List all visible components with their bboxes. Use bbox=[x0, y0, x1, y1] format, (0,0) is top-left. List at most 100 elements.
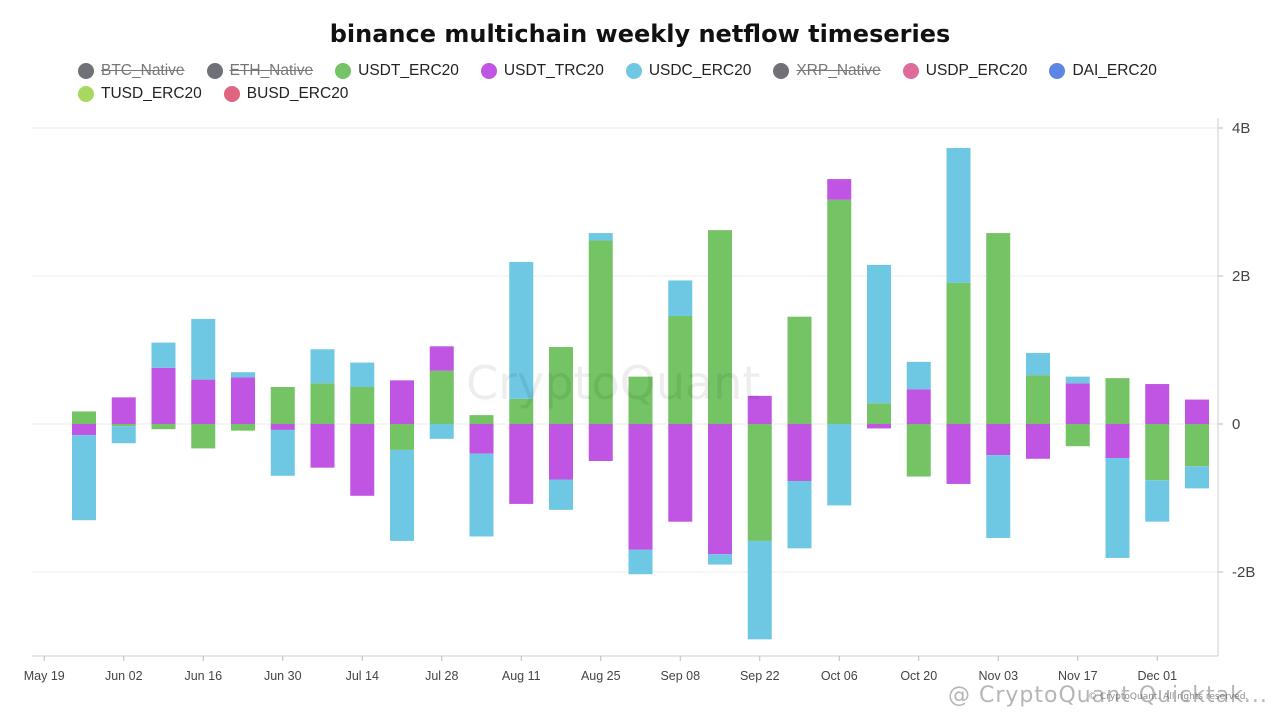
bar-usdt-erc20[interactable]: Oct 13 USDT_ERC20: 0.28B bbox=[867, 403, 891, 424]
bar-usdc-erc20[interactable]: Sep 22 USDC_ERC20: -1.33B bbox=[747, 540, 772, 640]
bar-usdt-erc20[interactable]: Oct 20 USDT_ERC20: -0.71B bbox=[906, 424, 931, 477]
legend-item-usdt-erc20[interactable]: USDT_ERC20 bbox=[335, 60, 459, 81]
bar-usdt-trc20[interactable]: Nov 10 USDT_TRC20: -0.47B bbox=[1026, 424, 1050, 459]
bar-usdt-erc20[interactable]: Jul 14 USDT_ERC20: 0.5B bbox=[350, 387, 375, 424]
bar-usdt-erc20[interactable]: Nov 24 USDT_ERC20: 0.62B bbox=[1105, 378, 1130, 424]
bar-usdt-erc20[interactable]: Aug 18 USDT_ERC20: 1.04B bbox=[549, 347, 573, 424]
bar-usdt-erc20[interactable]: Nov 10 USDT_ERC20: 0.66B bbox=[1026, 375, 1050, 424]
bar-usdt-trc20[interactable]: Jun 02 USDT_TRC20: 0.36B bbox=[111, 397, 136, 424]
bar-usdt-erc20[interactable]: Dec 08 USDT_ERC20: -0.57B bbox=[1185, 424, 1209, 467]
bar-usdt-trc20[interactable]: Jun 09 USDT_TRC20: 0.76B bbox=[151, 367, 176, 424]
bar-usdc-erc20[interactable]: Nov 17 USDC_ERC20: 0.09B bbox=[1065, 376, 1090, 384]
bar-usdc-erc20[interactable]: Oct 27 USDC_ERC20: 1.82B bbox=[946, 147, 971, 283]
bar-usdt-trc20[interactable]: Aug 11 USDT_TRC20: -1.08B bbox=[509, 424, 534, 504]
bar-usdt-erc20[interactable]: Sep 22 USDT_ERC20: -1.58B bbox=[747, 424, 772, 541]
bar-usdt-trc20[interactable]: Oct 27 USDT_TRC20: -0.81B bbox=[946, 424, 971, 484]
bar-usdt-trc20[interactable]: Jun 16 USDT_TRC20: 0.6B bbox=[191, 379, 216, 424]
y-tick-label: 4B bbox=[1232, 120, 1250, 137]
bar-usdc-erc20[interactable]: Jul 28 USDC_ERC20: -0.2B bbox=[429, 424, 454, 439]
legend-item-dai-erc20[interactable]: DAI_ERC20 bbox=[1049, 60, 1157, 81]
bar-usdc-erc20[interactable]: Nov 10 USDC_ERC20: 0.3B bbox=[1026, 352, 1050, 376]
bar-usdc-erc20[interactable]: May 26 USDC_ERC20: -1.15B bbox=[72, 435, 96, 521]
bar-usdc-erc20[interactable]: Jun 23 USDC_ERC20: 0.07B bbox=[231, 372, 255, 378]
bar-usdt-trc20[interactable]: Jun 30 USDT_TRC20: -0.08B bbox=[270, 424, 295, 430]
bar-usdt-trc20[interactable]: Sep 15 USDT_TRC20: -1.76B bbox=[708, 424, 732, 555]
bar-usdt-trc20[interactable]: May 26 USDT_TRC20: -0.15B bbox=[72, 424, 96, 436]
bar-usdt-erc20[interactable]: Jul 28 USDT_ERC20: 0.72B bbox=[429, 370, 454, 424]
legend-item-usdc-erc20[interactable]: USDC_ERC20 bbox=[625, 60, 751, 81]
bar-usdt-trc20[interactable]: Nov 24 USDT_TRC20: -0.46B bbox=[1105, 424, 1130, 459]
legend-item-usdt-trc20[interactable]: USDT_TRC20 bbox=[480, 60, 604, 81]
legend-item-busd-erc20[interactable]: BUSD_ERC20 bbox=[223, 83, 348, 104]
bar-usdt-erc20[interactable]: Jul 07 USDT_ERC20: 0.55B bbox=[310, 383, 335, 424]
bar-usdc-erc20[interactable]: Nov 24 USDC_ERC20: -1.35B bbox=[1105, 458, 1130, 558]
bar-usdc-erc20[interactable]: Aug 11 USDC_ERC20: 1.85B bbox=[509, 261, 534, 399]
bar-usdt-erc20[interactable]: Sep 08 USDT_ERC20: 1.46B bbox=[668, 315, 693, 424]
legend-item-usdp-erc20[interactable]: USDP_ERC20 bbox=[902, 60, 1027, 81]
bar-usdt-trc20[interactable]: Aug 25 USDT_TRC20: -0.5B bbox=[588, 424, 613, 461]
bar-usdt-erc20[interactable]: Nov 03 USDT_ERC20: 2.58B bbox=[986, 233, 1011, 424]
bar-usdt-trc20[interactable]: Sep 29 USDT_TRC20: -0.77B bbox=[787, 424, 812, 481]
bar-usdt-erc20[interactable]: Nov 17 USDT_ERC20: -0.3B bbox=[1065, 424, 1090, 447]
legend-item-tusd-erc20[interactable]: TUSD_ERC20 bbox=[78, 83, 202, 104]
bar-usdt-trc20[interactable]: Jul 21 USDT_TRC20: 0.59B bbox=[390, 380, 414, 424]
bar-usdt-trc20[interactable]: Sep 08 USDT_TRC20: -1.32B bbox=[668, 424, 693, 522]
bar-usdt-erc20[interactable]: Aug 11 USDT_ERC20: 0.34B bbox=[509, 398, 534, 424]
bar-usdt-trc20[interactable]: Oct 20 USDT_TRC20: 0.47B bbox=[906, 389, 931, 424]
bar-usdt-trc20[interactable]: Aug 18 USDT_TRC20: -0.75B bbox=[549, 424, 573, 480]
bar-usdt-erc20[interactable]: Jun 23 USDT_ERC20: -0.09B bbox=[231, 424, 255, 431]
bar-usdt-trc20[interactable]: Nov 17 USDT_TRC20: 0.55B bbox=[1065, 383, 1090, 424]
bar-usdt-trc20[interactable]: Jun 23 USDT_TRC20: 0.63B bbox=[231, 377, 255, 424]
bar-usdc-erc20[interactable]: Oct 20 USDC_ERC20: 0.37B bbox=[906, 361, 931, 390]
bar-usdc-erc20[interactable]: Sep 08 USDC_ERC20: 0.48B bbox=[668, 280, 693, 316]
bar-usdc-erc20[interactable]: Jun 09 USDC_ERC20: 0.34B bbox=[151, 342, 176, 368]
bar-usdc-erc20[interactable]: Jul 21 USDC_ERC20: -1.23B bbox=[390, 449, 414, 541]
bar-usdt-erc20[interactable]: Aug 25 USDT_ERC20: 2.48B bbox=[588, 240, 613, 424]
bar-usdt-trc20[interactable]: Jul 14 USDT_TRC20: -0.97B bbox=[350, 424, 375, 496]
bar-usdc-erc20[interactable]: Aug 25 USDC_ERC20: 0.1B bbox=[588, 233, 613, 241]
bar-usdc-erc20[interactable]: Jul 14 USDC_ERC20: 0.33B bbox=[350, 362, 375, 387]
bar-usdc-erc20[interactable]: Oct 06 USDC_ERC20: -1.1B bbox=[827, 424, 852, 506]
bar-usdt-erc20[interactable]: Jun 16 USDT_ERC20: -0.33B bbox=[191, 424, 216, 449]
bar-usdc-erc20[interactable]: Aug 04 USDC_ERC20: -1.12B bbox=[469, 453, 494, 537]
bar-usdc-erc20[interactable]: Dec 01 USDC_ERC20: -0.56B bbox=[1145, 480, 1170, 522]
bar-usdc-erc20[interactable]: Aug 18 USDC_ERC20: -0.41B bbox=[549, 479, 573, 510]
bar-usdc-erc20[interactable]: Oct 13 USDC_ERC20: 1.87B bbox=[867, 264, 891, 404]
bar-usdc-erc20[interactable]: Jun 02 USDC_ERC20: -0.23B bbox=[111, 426, 136, 444]
x-tick-label: May 19 bbox=[24, 669, 65, 683]
bar-usdt-trc20[interactable]: Jul 07 USDT_TRC20: -0.59B bbox=[310, 424, 335, 468]
bar-usdc-erc20[interactable]: Nov 03 USDC_ERC20: -1.12B bbox=[986, 455, 1011, 538]
bar-usdt-trc20[interactable]: Sep 22 USDT_TRC20: 0.38B bbox=[747, 395, 772, 424]
bar-usdt-erc20[interactable]: Sep 01 USDT_ERC20: 0.64B bbox=[628, 376, 653, 424]
bar-usdt-trc20[interactable]: Oct 13 USDT_TRC20: -0.06B bbox=[867, 424, 891, 429]
bar-usdt-trc20[interactable]: Jul 28 USDT_TRC20: 0.33B bbox=[429, 346, 454, 371]
bar-usdc-erc20[interactable]: Jun 30 USDC_ERC20: -0.62B bbox=[270, 429, 295, 476]
bar-usdc-erc20[interactable]: Jun 16 USDC_ERC20: 0.82B bbox=[191, 318, 216, 380]
bar-usdt-trc20[interactable]: Dec 08 USDT_TRC20: 0.33B bbox=[1185, 399, 1209, 424]
bar-usdt-trc20[interactable]: Oct 06 USDT_TRC20: 0.28B bbox=[827, 179, 852, 200]
legend-item-btc-native[interactable]: BTC_Native bbox=[78, 60, 185, 81]
legend-item-xrp-native[interactable]: XRP_Native bbox=[773, 60, 881, 81]
bar-usdt-erc20[interactable]: Jun 30 USDT_ERC20: 0.5B bbox=[270, 387, 295, 424]
bar-usdt-erc20[interactable]: Aug 04 USDT_ERC20: 0.12B bbox=[469, 415, 494, 424]
bar-usdc-erc20[interactable]: Sep 01 USDC_ERC20: -0.33B bbox=[628, 549, 653, 575]
bar-usdc-erc20[interactable]: Sep 29 USDC_ERC20: -0.91B bbox=[787, 480, 812, 549]
bar-usdc-erc20[interactable]: Dec 08 USDC_ERC20: -0.3B bbox=[1185, 466, 1209, 489]
legend-item-eth-native[interactable]: ETH_Native bbox=[206, 60, 313, 81]
bar-usdt-trc20[interactable]: Aug 04 USDT_TRC20: -0.4B bbox=[469, 424, 494, 454]
bar-usdc-erc20[interactable]: Jul 07 USDC_ERC20: 0.46B bbox=[310, 349, 335, 384]
bar-usdc-erc20[interactable]: Sep 15 USDC_ERC20: -0.14B bbox=[708, 554, 732, 565]
bar-usdt-erc20[interactable]: Dec 01 USDT_ERC20: -0.76B bbox=[1145, 424, 1170, 481]
bar-usdt-erc20[interactable]: Jun 02 USDT_ERC20: -0.03B bbox=[111, 424, 136, 427]
bar-usdt-trc20[interactable]: Sep 01 USDT_TRC20: -1.7B bbox=[628, 424, 653, 550]
bar-usdt-erc20[interactable]: Oct 27 USDT_ERC20: 1.91B bbox=[946, 282, 971, 424]
bar-usdt-erc20[interactable]: Jun 09 USDT_ERC20: -0.07B bbox=[151, 424, 176, 430]
bar-usdt-erc20[interactable]: May 26 USDT_ERC20: 0.17B bbox=[72, 411, 96, 424]
bar-usdt-erc20[interactable]: Sep 15 USDT_ERC20: 2.62B bbox=[708, 230, 732, 424]
bar-usdt-erc20[interactable]: Sep 29 USDT_ERC20: 1.45B bbox=[787, 316, 812, 424]
bar-usdt-trc20[interactable]: Dec 01 USDT_TRC20: 0.54B bbox=[1145, 384, 1170, 424]
bar-usdt-erc20[interactable]: Oct 06 USDT_ERC20: 3.03B bbox=[827, 199, 852, 424]
bar-usdt-erc20[interactable]: Jul 21 USDT_ERC20: -0.35B bbox=[390, 424, 414, 450]
bar-usdt-trc20[interactable]: Nov 03 USDT_TRC20: -0.42B bbox=[986, 424, 1011, 456]
